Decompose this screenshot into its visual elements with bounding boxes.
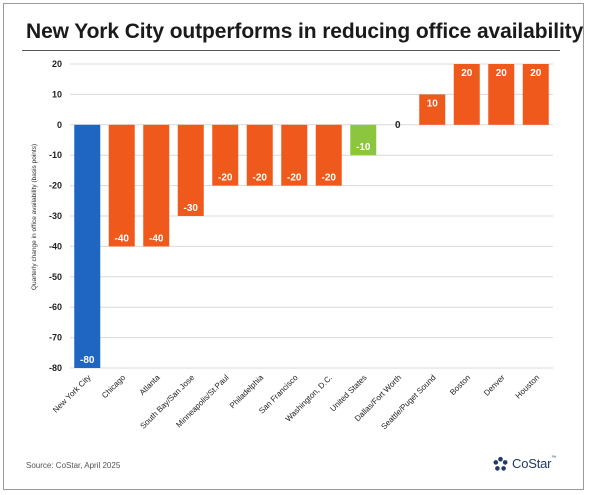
gridlines (70, 63, 553, 369)
data-label: -40 (149, 233, 164, 244)
bars (74, 64, 549, 368)
y-tick-label: -30 (49, 211, 62, 221)
bar (453, 64, 480, 125)
chart-title: New York City outperforms in reducing of… (26, 20, 584, 43)
x-tick-label: Houston (514, 373, 541, 400)
data-label: -20 (253, 173, 268, 184)
x-tick-label: Boston (448, 373, 472, 397)
logo-text: CoStar (512, 456, 552, 471)
costar-logo: CoStar™ (492, 455, 556, 473)
x-tick-label: Denver (482, 373, 507, 398)
bar (212, 124, 239, 186)
bar (74, 124, 101, 368)
y-tick-label: -20 (49, 181, 62, 191)
x-tick-label: Atlanta (138, 373, 162, 397)
y-axis-ticks: 20 10 0 -10 -20 -30 -40 -50 -60 -70 -80 (49, 59, 62, 373)
bar (488, 64, 515, 125)
costar-logo-icon (493, 456, 508, 471)
y-tick-label: -60 (49, 302, 62, 312)
data-labels: -80 -40 -40 -30 -20 -20 -20 -20 -10 0 10 20 20 20 (80, 68, 542, 366)
bar (143, 124, 170, 247)
data-label: -40 (115, 233, 130, 244)
bar (108, 124, 135, 247)
bar (177, 124, 204, 216)
data-label: -20 (218, 173, 233, 184)
logo-trademark: ™ (551, 455, 557, 461)
data-label: -20 (322, 173, 337, 184)
data-label: -10 (356, 142, 371, 153)
y-tick-label: 20 (52, 59, 62, 69)
data-label: 10 (427, 98, 439, 109)
data-label: -30 (184, 203, 199, 214)
data-label: -80 (80, 355, 95, 366)
y-tick-label: -50 (49, 272, 62, 282)
y-axis-label: Quarterly change in office availability … (31, 144, 38, 290)
bar (350, 124, 377, 156)
x-tick-label: New York City (51, 373, 93, 415)
bar (246, 124, 273, 186)
data-label: 20 (461, 68, 473, 79)
bar (315, 124, 342, 186)
y-tick-label: -10 (49, 150, 62, 160)
bar (522, 64, 549, 125)
data-label: 20 (496, 68, 508, 79)
y-tick-label: -70 (49, 333, 62, 343)
data-label: -20 (287, 173, 302, 184)
source-note: Source: CoStar, April 2025 (26, 461, 121, 470)
title-divider (22, 50, 560, 51)
y-tick-label: -40 (49, 241, 62, 251)
y-tick-label: -80 (49, 363, 62, 373)
y-tick-label: 0 (57, 120, 62, 130)
bar (281, 124, 308, 186)
data-label: 20 (530, 68, 542, 79)
data-label: 0 (395, 120, 401, 131)
y-tick-label: 10 (52, 89, 62, 99)
bar (419, 94, 446, 125)
x-tick-label: Philadelphia (228, 373, 266, 411)
x-tick-label: Chicago (100, 373, 128, 401)
